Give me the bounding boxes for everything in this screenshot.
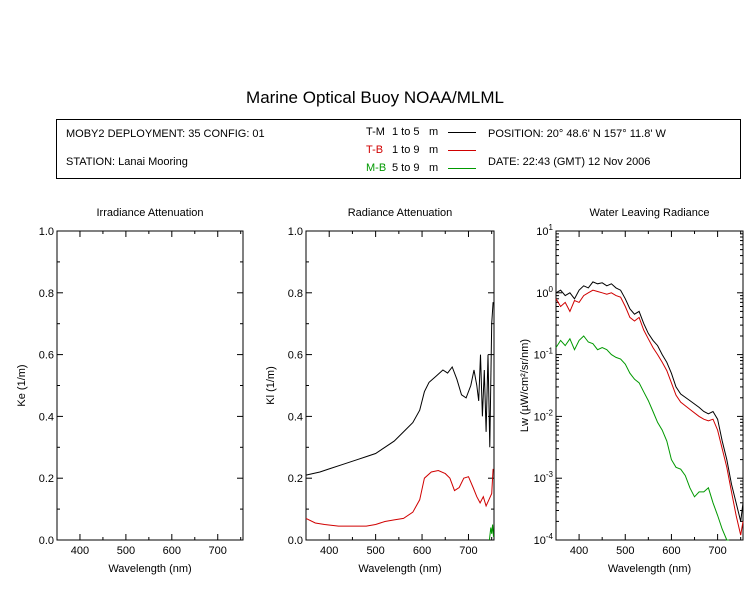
x-tick-label: 400: [320, 545, 338, 557]
y-tick-label: 10-3: [534, 470, 554, 485]
x-axis-label: Wavelength (nm): [108, 563, 191, 575]
x-tick-label: 400: [570, 545, 588, 557]
x-tick-label: 500: [366, 545, 384, 557]
x-tick-label: 600: [413, 545, 431, 557]
plot-frame: [555, 230, 744, 541]
y-axis-label: Ke (1/m): [16, 364, 28, 406]
chart-3: Water Leaving Radiance 400 500 600 700 Wavele…: [519, 207, 744, 575]
legend-range-mb: 5 to 9: [392, 162, 420, 174]
x-tick-label: 700: [209, 545, 227, 557]
series-line-t-m: [555, 281, 744, 522]
y-tick-label: 0.2: [288, 473, 303, 485]
legend-line-tb: [448, 150, 476, 151]
page-title: Marine Optical Buoy NOAA/MLML: [246, 88, 504, 107]
legend-code-tm: T-M: [366, 126, 385, 138]
x-axis-label: Wavelength (nm): [608, 563, 691, 575]
legend-code-tb: T-B: [366, 144, 384, 156]
y-tick-label: 0.6: [288, 350, 303, 362]
legend-range-tb: 1 to 9: [392, 144, 420, 156]
x-tick-label: 700: [459, 545, 477, 557]
plot-frame: [56, 230, 244, 541]
legend-line-mb: [448, 168, 476, 169]
y-tick-label: 1.0: [39, 226, 54, 238]
y-tick-label: 100: [536, 285, 553, 300]
legend-line-tm: [448, 132, 476, 133]
x-tick-label: 600: [662, 545, 680, 557]
series-line-t-m: [305, 302, 494, 476]
y-tick-label: 0.0: [288, 535, 303, 547]
x-tick-label: 500: [616, 545, 634, 557]
chart-title: Radiance Attenuation: [348, 207, 453, 219]
x-axis-label: Wavelength (nm): [358, 563, 441, 575]
date-text: DATE: 22:43 (GMT) 12 Nov 2006: [488, 156, 651, 168]
y-tick-label: 0.4: [288, 411, 303, 423]
y-tick-label: 10-2: [534, 408, 554, 423]
y-tick-label: 0.8: [39, 288, 54, 300]
deployment-text: MOBY2 DEPLOYMENT: 35 CONFIG: 01: [66, 128, 265, 140]
legend-code-mb: M-B: [366, 162, 387, 174]
y-tick-label: 0.4: [39, 411, 54, 423]
x-tick-label: 700: [708, 545, 726, 557]
legend-range-tm: 1 to 5: [392, 126, 420, 138]
y-axis-label: Lw (µW/cm²/sr/nm): [519, 339, 531, 432]
y-tick-label: 101: [536, 223, 553, 238]
legend-unit-tm: m: [429, 126, 439, 138]
x-tick-label: 500: [117, 545, 135, 557]
y-axis-label: Kl (1/m): [265, 366, 277, 405]
y-tick-label: 10-1: [534, 347, 554, 362]
series-line-m-b: [555, 335, 730, 541]
y-tick-label: 0.8: [288, 288, 303, 300]
chart-2: Radiance Attenuation 400 500 600 700 Waveleng…: [265, 207, 495, 575]
chart-title: Water Leaving Radiance: [589, 207, 709, 219]
y-tick-label: 10-4: [534, 532, 554, 547]
position-text: POSITION: 20° 48.6' N 157° 11.8' W: [488, 128, 666, 140]
y-tick-label: 0.2: [39, 473, 54, 485]
series-line-t-b: [305, 468, 494, 527]
chart-1: Irradiance Attenuation 400 500 600 700 Wavele…: [16, 207, 244, 575]
station-text: STATION: Lanai Mooring: [66, 156, 188, 168]
info-box: MOBY2 DEPLOYMENT: 35 CONFIG: 01 STATION:…: [56, 119, 741, 179]
y-tick-label: 1.0: [288, 226, 303, 238]
x-tick-label: 600: [163, 545, 181, 557]
series-line-t-b: [555, 289, 744, 536]
series-line-m-b: [488, 524, 494, 541]
y-tick-label: 0.0: [39, 535, 54, 547]
x-tick-label: 400: [71, 545, 89, 557]
plot-frame: [305, 230, 495, 541]
legend-unit-mb: m: [429, 162, 439, 174]
legend-unit-tb: m: [429, 144, 439, 156]
y-tick-label: 0.6: [39, 350, 54, 362]
chart-title: Irradiance Attenuation: [96, 207, 203, 219]
